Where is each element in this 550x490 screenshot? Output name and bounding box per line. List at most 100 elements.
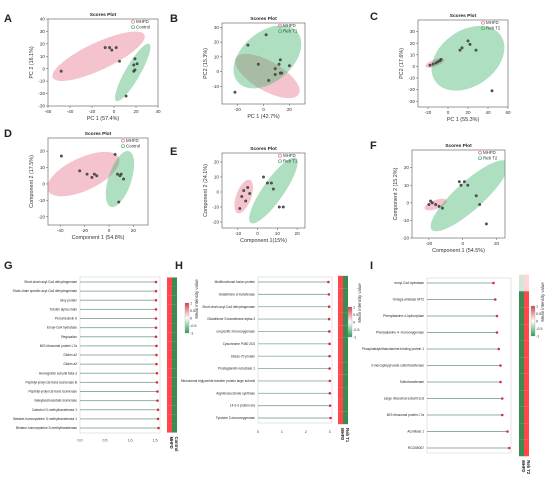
y-axis-label: PC 2 (16.1%) (29, 46, 35, 79)
feature-label: Globin a2 (63, 353, 77, 357)
feature-label: Betaine-homocysteine S-methyltransferase… (13, 417, 77, 421)
y-axis-label: PC2 (17.6%) (399, 48, 405, 79)
data-point (246, 43, 250, 47)
data-point (116, 172, 119, 176)
data-point (266, 181, 269, 185)
data-point (437, 204, 441, 208)
heatmap-cell (172, 359, 177, 369)
colorbar-tick: 0.5 (536, 312, 541, 316)
colorbar-tick: 1 (353, 305, 355, 309)
y-tick-label: 10 (40, 165, 46, 170)
data-point (92, 172, 96, 176)
heatmap-cell (524, 291, 529, 308)
heatmap-cell (172, 405, 177, 415)
feature-label: RCG55067 (408, 446, 424, 450)
x-tick-label: 0 (262, 107, 265, 112)
data-point (429, 199, 433, 203)
colorbar (530, 305, 536, 337)
panel-label: C (370, 11, 378, 23)
heatmap-cell (172, 304, 177, 314)
colorbar (347, 306, 353, 338)
feature-label: Tyrosine 3-monooxygenase (216, 416, 255, 420)
x-tick-label: -60 (45, 109, 52, 114)
lollipop-head (500, 397, 504, 400)
panel-label: H (175, 260, 183, 272)
data-point (132, 69, 136, 73)
data-point (457, 180, 461, 184)
data-point (59, 69, 63, 73)
data-point (262, 175, 265, 179)
lollipop-head (154, 280, 158, 284)
heatmap-cell (338, 399, 343, 412)
feature-label: Sulfurtransferase (400, 380, 424, 384)
data-point (434, 203, 438, 207)
y-tick-label: 10 (214, 54, 220, 59)
heatmap-group-label: Reb T2 (526, 460, 531, 475)
heatmap-cell (167, 295, 172, 305)
feature-label: Peptidyl-prolyl cis-trans isomerase (28, 390, 77, 394)
data-point (490, 89, 494, 93)
heatmap-cell (343, 288, 348, 301)
lollipop-head (328, 404, 332, 407)
x-tick-label: 2 (305, 430, 307, 434)
lollipop-head (155, 353, 158, 357)
y-axis-label: Component 2 (17.5%) (29, 155, 35, 208)
legend-entry: Control (136, 25, 150, 30)
feature-label: Omega-amidase NIT2 (393, 298, 425, 302)
feature-label: Large ribosomal subunit eL8 (384, 397, 424, 401)
plot-area (234, 157, 298, 224)
x-axis-label: Component 1 (54.8%) (72, 235, 125, 241)
x-tick-label: 0.5 (103, 439, 108, 443)
heatmap-cell (343, 325, 348, 338)
data-point (468, 42, 472, 46)
colorbar-tick: -1 (353, 335, 356, 339)
colorbar-tick: 1 (190, 301, 192, 305)
panel-title: Scores Plot (445, 143, 472, 149)
legend-entry: MHFD (283, 153, 296, 158)
data-point (85, 172, 89, 176)
feature-label: Betaine-homocysteine S-methyltransferase (16, 426, 77, 430)
x-tick-label: 0 (256, 231, 259, 236)
lollipop-head (155, 381, 159, 384)
legend-marker (478, 150, 482, 155)
heatmap-cell (167, 405, 172, 415)
scatter-panel-f: F Scores Plot -20 0 20 -20 -10 0 10 20 Component 1… (370, 140, 506, 254)
colorbar-tick: 0.5 (353, 313, 358, 317)
colorbar-tick: -0.5 (190, 324, 197, 328)
lollipop-head (328, 330, 331, 333)
data-point (428, 63, 432, 67)
heatmap-cell (343, 312, 348, 326)
x-tick-label: 40 (155, 109, 161, 114)
x-tick-label: -40 (57, 228, 64, 233)
confidence-ellipse (431, 25, 505, 91)
feature-label: Aconitase 1 (407, 430, 424, 434)
y-tick-label: -20 (38, 214, 45, 219)
confidence-ellipse (48, 151, 120, 197)
colorbar-tick: 0.5 (190, 309, 195, 313)
lollipop-head (155, 362, 158, 366)
heatmap-cell (172, 277, 177, 287)
lollipop-head (328, 379, 332, 383)
data-point (59, 154, 63, 158)
data-point (439, 57, 443, 61)
panel-label: B (170, 13, 178, 25)
y-tick-label: -20 (38, 91, 45, 96)
plot-frame (221, 152, 306, 229)
heatmap-cell (338, 362, 343, 375)
plot-area (425, 25, 505, 93)
y-tick-label: 0 (406, 200, 409, 205)
data-point (460, 46, 464, 50)
heatmap-cell (338, 312, 343, 326)
legend-entry: Reb T1 (283, 29, 298, 34)
heatmap-cell (343, 387, 348, 400)
confidence-ellipse (52, 31, 145, 82)
y-tick-label: -10 (38, 79, 45, 84)
x-axis-label: PC 1 (55.3%) (447, 117, 480, 123)
heatmap-group-label: Reb T1 (345, 428, 350, 443)
lollipop-head (492, 281, 495, 285)
confidence-ellipse (114, 43, 151, 102)
data-point (474, 48, 478, 52)
data-point (256, 62, 260, 66)
legend-marker (481, 26, 485, 31)
data-point (90, 175, 94, 179)
